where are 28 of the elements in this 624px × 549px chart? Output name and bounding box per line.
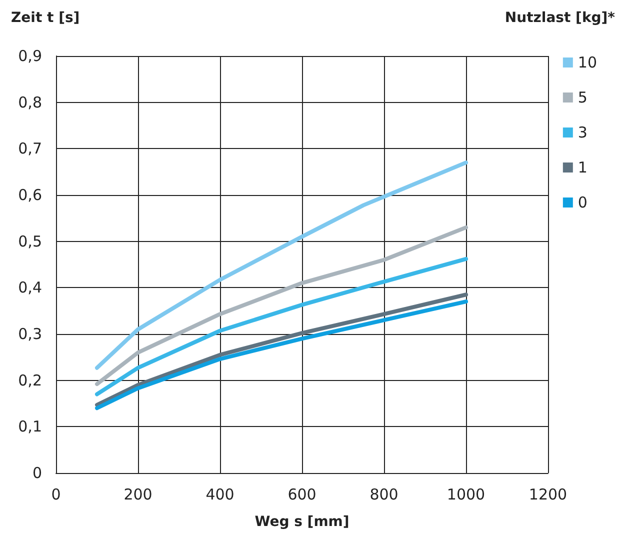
y-axis-title: Zeit t [s] [11, 10, 80, 26]
y-tick-label: 0,9 [18, 47, 42, 65]
y-tick-label: 0,1 [18, 418, 42, 436]
y-tick-label: 0,5 [18, 232, 42, 250]
x-tick-label: 800 [370, 486, 398, 504]
y-tick-label: 0,8 [18, 93, 42, 112]
x-tick-label: 400 [206, 486, 234, 504]
y-tick-label: 0,3 [18, 325, 42, 343]
y-tick-label: 0,2 [18, 371, 42, 390]
x-tick-label: 0 [51, 486, 61, 504]
legend-title: Nutzlast [kg]* [504, 10, 616, 26]
legend-label: 5 [578, 88, 588, 106]
x-tick-label: 600 [288, 486, 316, 504]
x-tick-label: 1200 [528, 486, 568, 504]
line-series [95, 256, 468, 396]
legend-label: 3 [578, 124, 588, 142]
x-axis-title: Weg s [mm] [254, 514, 350, 530]
y-tick-label: 0,6 [18, 186, 42, 204]
x-tick-label: 200 [124, 486, 152, 504]
y-tick-label: 0,7 [18, 140, 42, 158]
y-tick-label: 0 [32, 464, 42, 482]
line-series [95, 225, 468, 386]
line-series [95, 160, 468, 370]
x-tick-label: 1000 [446, 486, 486, 504]
y-tick-label: 0,4 [18, 278, 42, 297]
legend-label: 1 [578, 158, 588, 176]
legend-label: 10 [578, 54, 598, 72]
legend-label: 0 [578, 194, 588, 212]
